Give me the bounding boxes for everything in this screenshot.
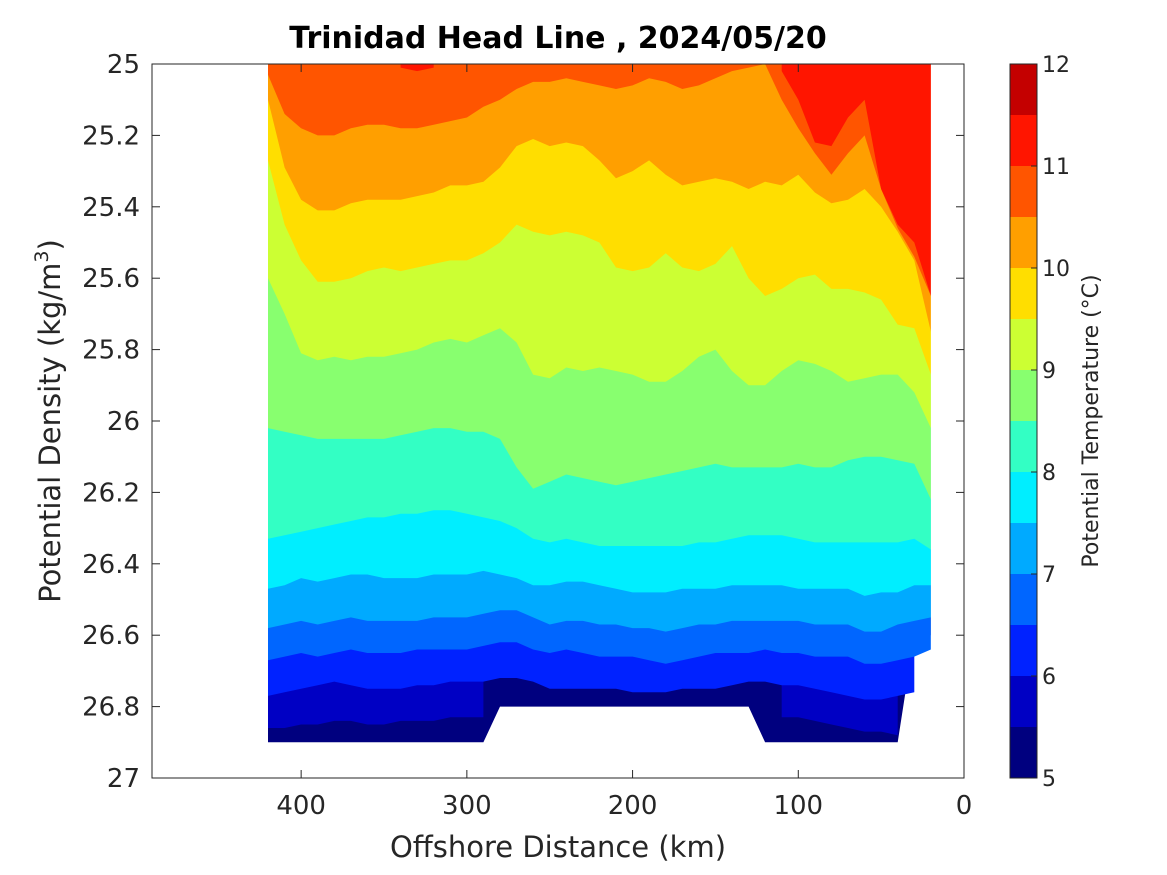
colorbar-tick-label: 12	[1042, 53, 1070, 78]
colorbar-tick-label: 5	[1042, 767, 1056, 792]
contour-band	[781, 64, 931, 296]
y-axis-label-superscript: 3	[31, 250, 53, 262]
y-tick-label: 25.8	[82, 336, 140, 366]
colorbar-swatch	[1010, 166, 1037, 217]
x-tick-label: 100	[773, 791, 823, 821]
y-tick-label: 25.2	[82, 121, 140, 151]
colorbar-swatch	[1010, 727, 1037, 778]
colorbar-swatch	[1010, 574, 1037, 625]
colorbar-swatch	[1010, 319, 1037, 370]
y-axis-label: Potential Density (kg/m3)	[31, 239, 67, 603]
y-axis-label-close: )	[33, 239, 67, 250]
y-tick-label: 26.6	[82, 621, 140, 651]
y-tick-label: 25.4	[82, 193, 140, 223]
x-tick-label: 200	[608, 791, 658, 821]
colorbar-swatch	[1010, 217, 1037, 268]
colorbar-label: Potential Temperature (°C)	[1079, 274, 1104, 567]
y-tick-label: 26	[107, 407, 140, 437]
x-axis: 400 300 200 100 0	[276, 64, 972, 821]
y-axis: 25 25.2 25.4 25.6 25.8 26 26.2 26.4 26.6 26.8 27	[82, 50, 964, 794]
y-tick-label: 25.6	[82, 264, 140, 294]
x-axis-label: Offshore Distance (km)	[390, 830, 726, 864]
colorbar-swatch	[1010, 676, 1037, 727]
colorbar-tick-label: 10	[1042, 257, 1070, 282]
colorbar-swatch	[1010, 268, 1037, 319]
y-tick-label: 26.2	[82, 478, 140, 508]
colorbar: 5 6 7 8 9 10 11 12	[1009, 53, 1070, 792]
colorbar-swatch	[1010, 523, 1037, 574]
y-tick-label: 25	[107, 50, 140, 80]
x-tick-label: 300	[442, 791, 492, 821]
colorbar-tick-label: 9	[1042, 359, 1056, 384]
colorbar-tick-label: 8	[1042, 461, 1056, 486]
x-tick-label: 400	[276, 791, 326, 821]
contour-band	[268, 64, 931, 296]
x-tick-label: 0	[956, 791, 973, 821]
colorbar-swatch	[1010, 625, 1037, 676]
colorbar-tick-label: 7	[1042, 563, 1056, 588]
chart-title: Trinidad Head Line , 2024/05/20	[289, 21, 826, 56]
colorbar-tick-label: 6	[1042, 665, 1056, 690]
colorbar-swatch	[1010, 370, 1037, 421]
colorbar-swatch	[1010, 115, 1037, 166]
colorbar-swatch	[1010, 421, 1037, 472]
colorbar-swatch	[1010, 472, 1037, 523]
no-data-region	[930, 64, 964, 778]
y-axis-label-base: Potential Density (kg/m	[33, 263, 67, 603]
colorbar-swatch	[1010, 64, 1037, 115]
colorbar-tick-label: 11	[1042, 155, 1070, 180]
y-tick-label: 26.8	[82, 693, 140, 723]
colorbar-frame	[1009, 63, 1038, 779]
contour-band	[268, 64, 931, 332]
contour-bands	[268, 64, 964, 778]
y-tick-label: 26.4	[82, 550, 140, 580]
contour-band	[400, 64, 434, 72]
y-tick-label: 27	[107, 764, 140, 794]
